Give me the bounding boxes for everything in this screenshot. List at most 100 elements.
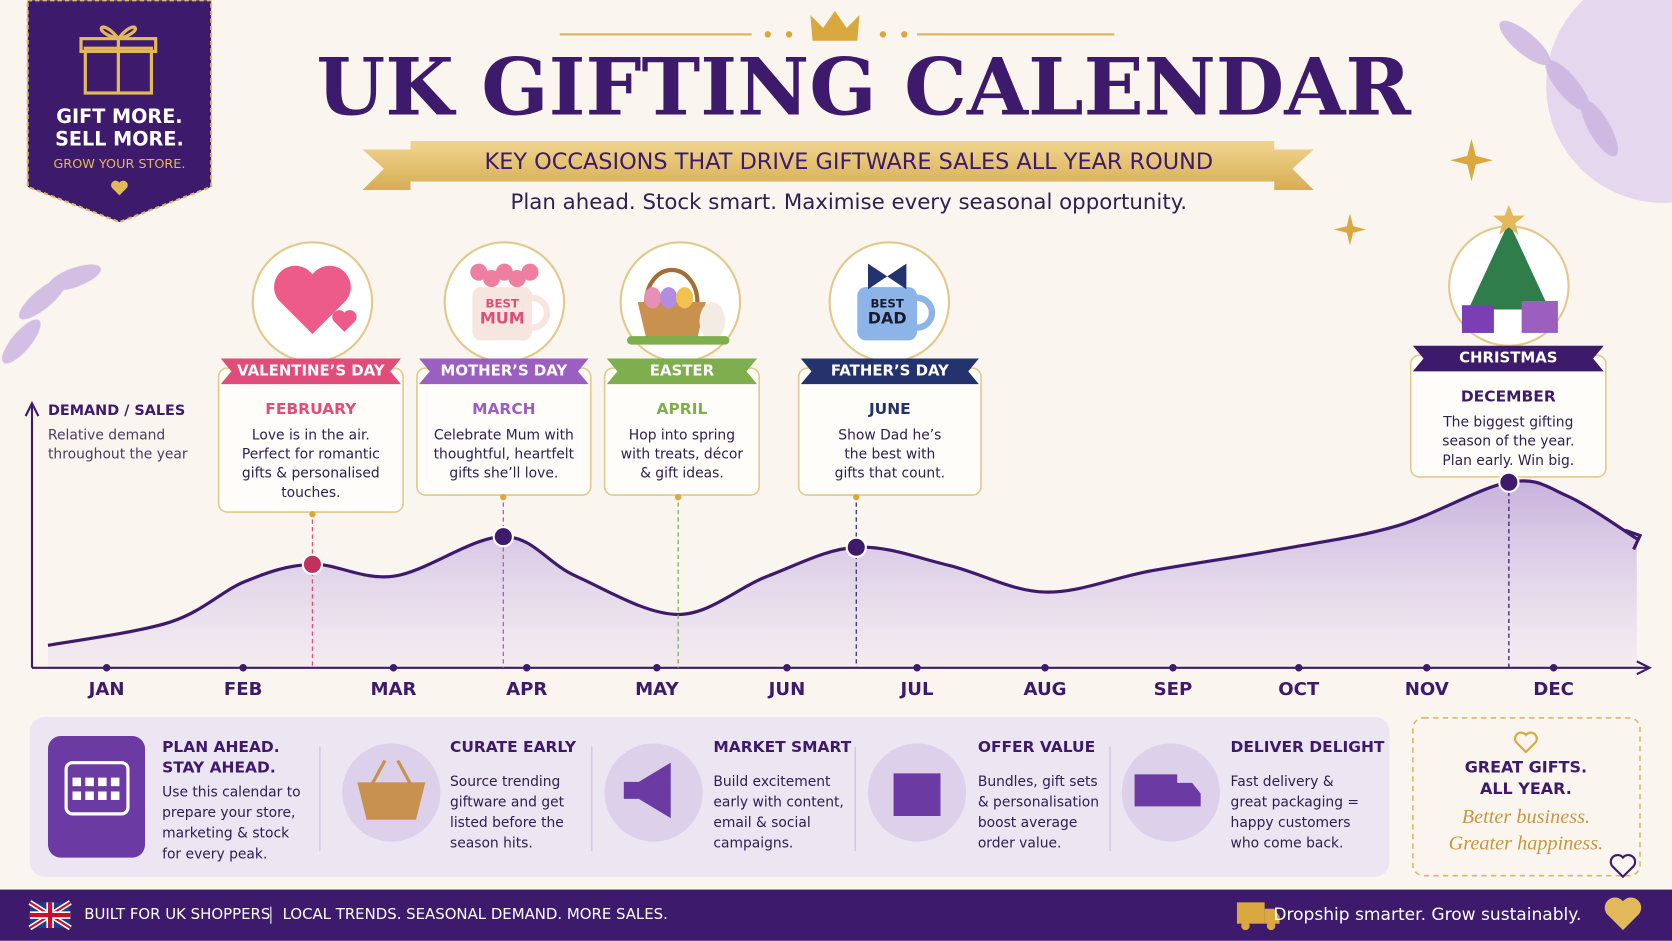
tip-text: giftware and get [450, 794, 565, 810]
tip-text: marketing & stock [162, 826, 289, 842]
icon-bow [867, 263, 907, 290]
x-arrow [1636, 660, 1652, 676]
tip-text: campaigns. [713, 836, 793, 852]
calendar-cell [98, 777, 107, 787]
tip-text: order value. [978, 836, 1062, 852]
occasion-month: MARCH [472, 400, 536, 418]
tip-icon [47, 736, 146, 858]
heart [1513, 731, 1538, 754]
axis-note: Relative demand [48, 427, 165, 443]
demand-area [47, 480, 1637, 668]
truck-icon [1236, 902, 1280, 931]
tip-text: happy customers [1231, 815, 1351, 831]
occasion-name: MOTHER’S DAY [440, 361, 567, 379]
axis-label: DEMAND / SALES [48, 403, 185, 419]
decoration [1546, 0, 1672, 203]
peak-dot [301, 553, 324, 575]
month-label: MAR [370, 679, 416, 700]
promo-title: ALL YEAR. [1480, 779, 1572, 798]
icon-basket [637, 302, 706, 339]
occasion-text: gifts & personalised [242, 466, 380, 482]
icon-handle [531, 294, 551, 331]
occasion-name: EASTER [650, 361, 715, 379]
subtitle: Plan ahead. Stock smart. Maximise every … [511, 190, 1188, 215]
box-icon [893, 773, 941, 816]
month-tick [102, 664, 111, 672]
tip-text: season hits. [450, 836, 533, 852]
month-label: JUN [767, 679, 806, 700]
icon-tulip [470, 263, 488, 281]
calendar-cell [85, 777, 94, 787]
occasion-text: season of the year. [1442, 434, 1574, 450]
tip-text: listed before the [450, 815, 564, 831]
tip-title: CURATE EARLY [450, 738, 577, 756]
icon-grass [627, 336, 730, 345]
icon-tulip [483, 270, 501, 288]
icon-handle [916, 294, 936, 331]
connector-dot [853, 493, 860, 501]
month-label: DEC [1533, 679, 1574, 700]
icon-tulip [508, 270, 526, 288]
icon-gift [1461, 305, 1494, 333]
icon-text: BEST [486, 297, 519, 311]
tip-text: Bundles, gift sets [978, 774, 1098, 790]
occasion-name: FATHER’S DAY [831, 361, 949, 379]
occasion-ribbon [419, 358, 589, 385]
calendar-icon [64, 761, 130, 816]
icon-text: DAD [868, 309, 907, 328]
month-label: AUG [1023, 679, 1066, 700]
tip-text: prepare your store, [162, 805, 295, 821]
month-label: JUL [899, 679, 934, 700]
axis-note: throughout the year [48, 447, 188, 463]
leaves [2, 20, 1618, 364]
gift-icon [79, 25, 158, 95]
curve-arrow [1624, 528, 1643, 551]
tip-title: OFFER VALUE [978, 738, 1095, 756]
icon-heart [332, 310, 357, 332]
tip-text: email & social [713, 815, 810, 831]
badge-tagline: GROW YOUR STORE. [53, 157, 185, 172]
badge-text: GIFT MORE. [56, 105, 182, 128]
occasion-text: & gift ideas. [640, 466, 724, 482]
tip-text: who come back. [1231, 836, 1344, 852]
icon-egg [644, 287, 662, 309]
tip-title: DELIVER DELIGHT [1231, 738, 1385, 756]
occasion-month: FEBRUARY [265, 400, 357, 418]
tip-text: boost average [978, 815, 1078, 831]
tip-text: Build excitement [713, 774, 831, 790]
calendar-cell [110, 791, 120, 800]
tip-title: STAY AHEAD. [162, 759, 276, 777]
calendar-cell [110, 777, 120, 787]
month-label: JAN [87, 679, 125, 700]
uk-flag [28, 900, 72, 931]
occasion-text: Hop into spring [629, 427, 735, 443]
occasion-text: Perfect for romantic [242, 447, 380, 463]
month-tick [239, 664, 247, 672]
peak-dot [845, 536, 867, 558]
promo-title: GREAT GIFTS. [1465, 758, 1587, 777]
tip-title: MARKET SMART [713, 738, 851, 756]
icon-gift [1521, 300, 1558, 333]
occasion-name: VALENTINE’S DAY [237, 361, 385, 379]
occasion-text: gifts that count. [835, 466, 945, 482]
month-label: APR [506, 679, 547, 700]
icon-tree [1468, 222, 1550, 310]
month-tick [913, 664, 921, 672]
footer-left: BUILT FOR UK SHOPPERS [84, 905, 270, 923]
icon-egg [660, 287, 678, 309]
promo-script: Greater happiness. [1449, 832, 1604, 854]
promo-card [1412, 717, 1641, 877]
occasion-text: Plan early. Win big. [1442, 453, 1574, 469]
connector-dot [309, 511, 316, 518]
truck-icon [1134, 774, 1201, 807]
calendar-cell [72, 791, 82, 800]
title-ornament [559, 10, 1115, 41]
megaphone-icon [623, 762, 671, 819]
occasion-text: Love is in the air. [252, 427, 370, 443]
peak-dot [492, 525, 514, 548]
occasion-text: with treats, décor [621, 447, 744, 463]
occasion-ribbon [800, 358, 979, 385]
month-tick [523, 664, 531, 672]
occasion-text: the best with [844, 447, 935, 463]
occasion-ribbon [220, 358, 401, 385]
